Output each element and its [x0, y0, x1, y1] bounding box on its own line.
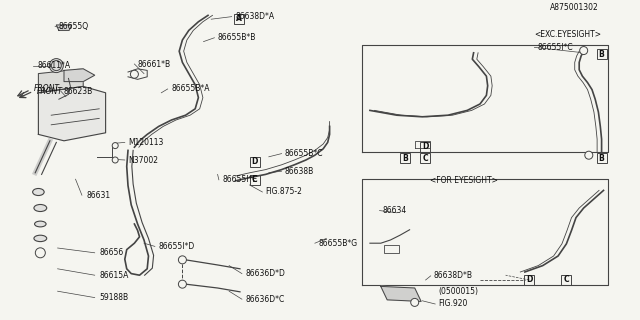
Polygon shape	[38, 86, 106, 141]
Text: 86655B*B: 86655B*B	[218, 33, 256, 42]
Polygon shape	[64, 69, 95, 82]
Text: 86655I*C: 86655I*C	[538, 43, 573, 52]
FancyBboxPatch shape	[234, 13, 244, 24]
Text: 86623B: 86623B	[64, 87, 93, 96]
Text: 86631: 86631	[86, 191, 111, 200]
Circle shape	[112, 157, 118, 163]
FancyBboxPatch shape	[524, 275, 534, 285]
Ellipse shape	[34, 235, 47, 242]
Text: <FOR EYESIGHT>: <FOR EYESIGHT>	[430, 176, 498, 185]
Text: B: B	[599, 50, 604, 59]
Text: 86661*B: 86661*B	[138, 60, 171, 68]
Text: N37002: N37002	[128, 156, 158, 164]
Text: 86656: 86656	[99, 248, 124, 257]
Circle shape	[49, 59, 63, 73]
Text: 86611*A: 86611*A	[37, 61, 70, 70]
Text: B: B	[599, 154, 604, 163]
Circle shape	[35, 248, 45, 258]
Text: C: C	[422, 154, 428, 163]
Text: FIG.875-2: FIG.875-2	[266, 188, 303, 196]
Text: 86655B*C: 86655B*C	[285, 149, 323, 158]
FancyBboxPatch shape	[420, 153, 430, 164]
Text: 86638B: 86638B	[285, 167, 314, 176]
Ellipse shape	[34, 204, 47, 212]
Text: C: C	[252, 175, 257, 184]
Text: 86655I*E: 86655I*E	[223, 175, 258, 184]
FancyBboxPatch shape	[384, 245, 399, 253]
FancyBboxPatch shape	[596, 49, 607, 60]
Polygon shape	[381, 286, 421, 301]
Polygon shape	[38, 69, 83, 93]
Circle shape	[585, 151, 593, 159]
Text: <EXC.EYESIGHT>: <EXC.EYESIGHT>	[534, 30, 602, 39]
Circle shape	[179, 280, 186, 288]
Circle shape	[411, 298, 419, 307]
FancyBboxPatch shape	[561, 275, 572, 285]
Text: 86634: 86634	[383, 206, 407, 215]
Polygon shape	[56, 25, 72, 30]
Text: B: B	[403, 154, 408, 163]
FancyBboxPatch shape	[596, 153, 607, 164]
Circle shape	[112, 143, 118, 148]
FancyBboxPatch shape	[420, 141, 430, 152]
Text: 86655B*A: 86655B*A	[172, 84, 210, 93]
Ellipse shape	[35, 221, 46, 227]
FancyBboxPatch shape	[250, 156, 260, 167]
Text: 86655I*D: 86655I*D	[159, 242, 195, 251]
Text: (0500015): (0500015)	[438, 287, 479, 296]
Text: FIG.920: FIG.920	[438, 300, 468, 308]
Text: 86615A: 86615A	[99, 271, 129, 280]
Text: A875001302: A875001302	[550, 3, 599, 12]
Text: FRONT: FRONT	[34, 84, 60, 93]
Circle shape	[131, 70, 138, 78]
Text: 86655Q: 86655Q	[59, 22, 89, 31]
Circle shape	[51, 60, 61, 71]
Text: 86655B*G: 86655B*G	[319, 239, 358, 248]
Text: FRONT: FRONT	[36, 87, 63, 96]
FancyBboxPatch shape	[400, 153, 410, 164]
Circle shape	[179, 256, 186, 264]
Text: M120113: M120113	[128, 138, 163, 147]
Text: 86638D*A: 86638D*A	[236, 12, 275, 21]
FancyBboxPatch shape	[250, 175, 260, 185]
Text: D: D	[422, 142, 428, 151]
Text: 59188B: 59188B	[99, 293, 129, 302]
Text: 86636D*C: 86636D*C	[245, 295, 284, 304]
Text: D: D	[252, 157, 258, 166]
Ellipse shape	[33, 188, 44, 196]
Text: A: A	[236, 14, 243, 23]
Text: C: C	[564, 276, 569, 284]
Circle shape	[580, 47, 588, 55]
Text: 86638D*B: 86638D*B	[434, 271, 473, 280]
Text: 86636D*D: 86636D*D	[245, 269, 285, 278]
Text: D: D	[526, 276, 532, 284]
